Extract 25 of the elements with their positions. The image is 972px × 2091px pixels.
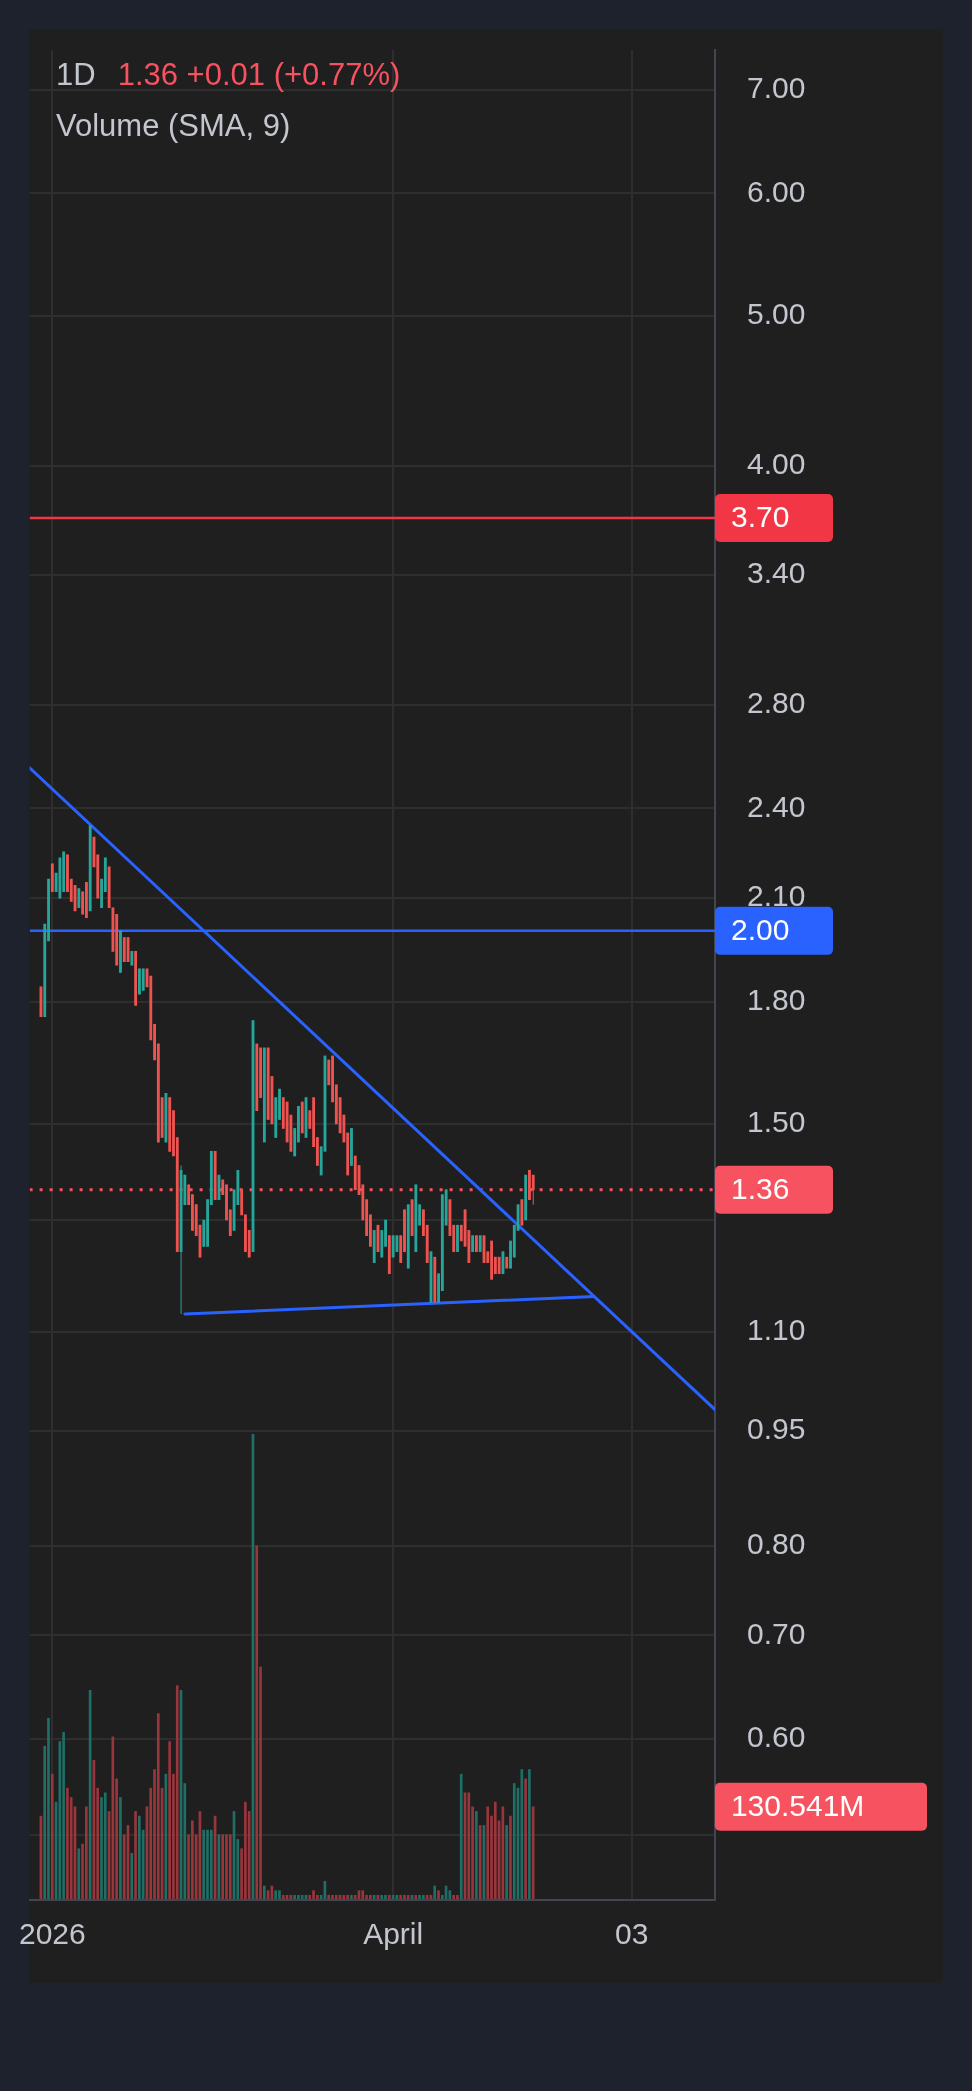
chart-title: 1D (56, 57, 96, 92)
y-tick-label: 4.00 (747, 446, 806, 480)
ref-line-label: 3.70 (731, 500, 790, 534)
ref-line-label: 1.36 (731, 1171, 790, 1205)
y-tick-label: 2.10 (747, 879, 806, 913)
x-tick-label: 2026 (18, 1917, 86, 1951)
y-tick-label: 0.95 (747, 1411, 806, 1445)
chart-subtitle: 1.36 +0.01 (+0.77%) (117, 57, 401, 92)
y-tick-label: 2.40 (747, 789, 806, 823)
y-tick-label: 2.80 (747, 686, 806, 720)
y-tick-label: 3.40 (747, 555, 806, 589)
chart-title: Volume (SMA, 9) (55, 107, 291, 145)
y-tick-label: 6.00 (747, 174, 806, 208)
x-tick-label: 03 (615, 1917, 649, 1951)
ref-line-label: 2.00 (731, 913, 790, 947)
y-tick-label: 1.50 (747, 1105, 806, 1139)
y-tick-label: 1.10 (747, 1313, 806, 1347)
y-tick-label: 1.80 (747, 982, 806, 1016)
text: 130.541M (730, 1789, 865, 1823)
y-tick-label: 0.80 (747, 1527, 806, 1561)
y-tick-label: 5.00 (747, 297, 806, 331)
y-tick-label: 0.60 (747, 1720, 806, 1754)
y-tick-label: 0.70 (747, 1616, 806, 1650)
x-tick-label: April (363, 1917, 424, 1951)
y-tick-label: 7.00 (747, 71, 806, 105)
